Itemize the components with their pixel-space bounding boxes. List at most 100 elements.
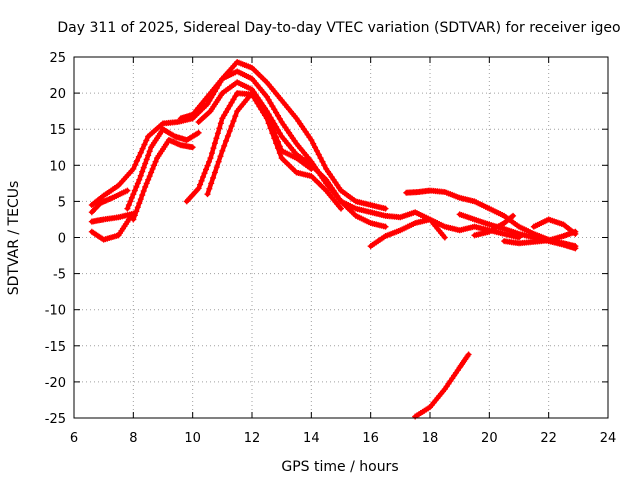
data-point-marker (141, 141, 148, 148)
data-point-marker (139, 145, 146, 152)
data-point-marker (232, 93, 239, 100)
series-layer (88, 59, 579, 420)
series-track-14 (471, 212, 517, 239)
data-point-marker (135, 153, 142, 160)
data-point-marker (274, 138, 281, 145)
data-point-marker (230, 96, 237, 103)
data-point-marker (226, 102, 233, 109)
data-point-marker (125, 202, 132, 209)
axis-ticks: 6 8 10 12 14 16 18 20 22 24 25 20 15 10 5 0 -5 -10 -15 -20 -… (45, 51, 617, 446)
data-point-marker (210, 174, 217, 181)
series-track-6 (130, 137, 196, 223)
data-point-marker (195, 129, 202, 136)
data-point-marker (267, 100, 274, 107)
data-point-marker (211, 169, 218, 176)
data-point-marker (230, 118, 237, 125)
data-point-marker (219, 147, 226, 154)
data-point-marker (204, 191, 211, 198)
data-point-marker (139, 168, 146, 175)
data-point-marker (151, 162, 158, 169)
y-axis-label: SDTVAR / TECUs (6, 181, 22, 296)
y-tick-label: 5 (58, 195, 66, 210)
data-point-marker (214, 130, 221, 137)
data-point-marker (510, 212, 517, 219)
data-point-marker (207, 155, 214, 162)
data-point-marker (133, 208, 140, 215)
data-point-marker (131, 187, 138, 194)
data-point-marker (312, 144, 319, 151)
data-point-marker (134, 204, 141, 211)
data-point-marker (195, 185, 202, 192)
data-point-marker (130, 191, 137, 198)
data-point-marker (133, 183, 140, 190)
data-point-marker (274, 127, 281, 134)
y-tick-label: -10 (45, 304, 66, 319)
data-point-marker (382, 205, 389, 212)
data-point-marker (267, 120, 274, 127)
data-point-marker (200, 174, 207, 181)
data-point-marker (228, 99, 235, 106)
data-point-marker (204, 162, 211, 169)
data-point-marker (201, 170, 208, 177)
data-point-marker (228, 123, 235, 130)
data-point-marker (137, 172, 144, 179)
y-tick-label: -5 (53, 268, 66, 283)
data-point-marker (273, 134, 280, 141)
data-point-marker (572, 230, 579, 237)
data-point-marker (217, 153, 224, 160)
x-tick-label: 6 (70, 431, 78, 446)
data-point-marker (140, 164, 147, 171)
data-point-marker (140, 188, 147, 195)
x-tick-label: 10 (184, 431, 201, 446)
data-point-marker (134, 157, 141, 164)
series-track-11 (367, 216, 522, 250)
data-point-marker (146, 148, 153, 155)
data-point-marker (142, 160, 149, 167)
data-point-marker (136, 176, 143, 183)
series-track-7 (177, 68, 448, 241)
data-point-marker (232, 113, 239, 120)
data-point-marker (145, 176, 152, 183)
series-track-15 (501, 228, 579, 247)
data-point-marker (319, 158, 326, 165)
series-track-17 (412, 351, 472, 420)
series-track-5 (124, 126, 202, 212)
data-point-marker (315, 151, 322, 158)
data-point-marker (143, 180, 150, 187)
data-point-marker (216, 125, 223, 132)
data-point-marker (148, 169, 155, 176)
data-point-marker (271, 129, 278, 136)
data-point-marker (213, 135, 220, 142)
y-tick-label: -15 (45, 340, 66, 355)
data-point-marker (572, 245, 579, 252)
x-tick-label: 24 (600, 431, 617, 446)
data-point-marker (146, 173, 153, 180)
data-point-marker (465, 351, 472, 358)
data-point-marker (189, 144, 196, 151)
data-point-marker (149, 165, 156, 172)
data-point-marker (127, 198, 134, 205)
x-tick-label: 22 (540, 431, 557, 446)
data-point-marker (223, 109, 230, 116)
data-point-marker (208, 150, 215, 157)
plot-frame (73, 56, 609, 419)
x-tick-label: 14 (303, 431, 320, 446)
data-point-marker (136, 200, 143, 207)
data-point-marker (213, 164, 220, 171)
series-track-10 (204, 90, 315, 198)
y-tick-label: -25 (45, 412, 66, 427)
data-point-marker (265, 116, 272, 123)
data-point-marker (223, 137, 230, 144)
data-point-marker (143, 156, 150, 163)
data-point-marker (142, 183, 149, 190)
data-point-marker (130, 216, 137, 223)
data-point-marker (152, 158, 159, 165)
data-point-marker (206, 185, 213, 192)
data-point-marker (221, 112, 228, 119)
x-tick-label: 8 (129, 431, 137, 446)
x-tick-label: 12 (244, 431, 261, 446)
data-point-marker (276, 130, 283, 137)
data-point-marker (203, 166, 210, 173)
x-tick-label: 18 (422, 431, 439, 446)
